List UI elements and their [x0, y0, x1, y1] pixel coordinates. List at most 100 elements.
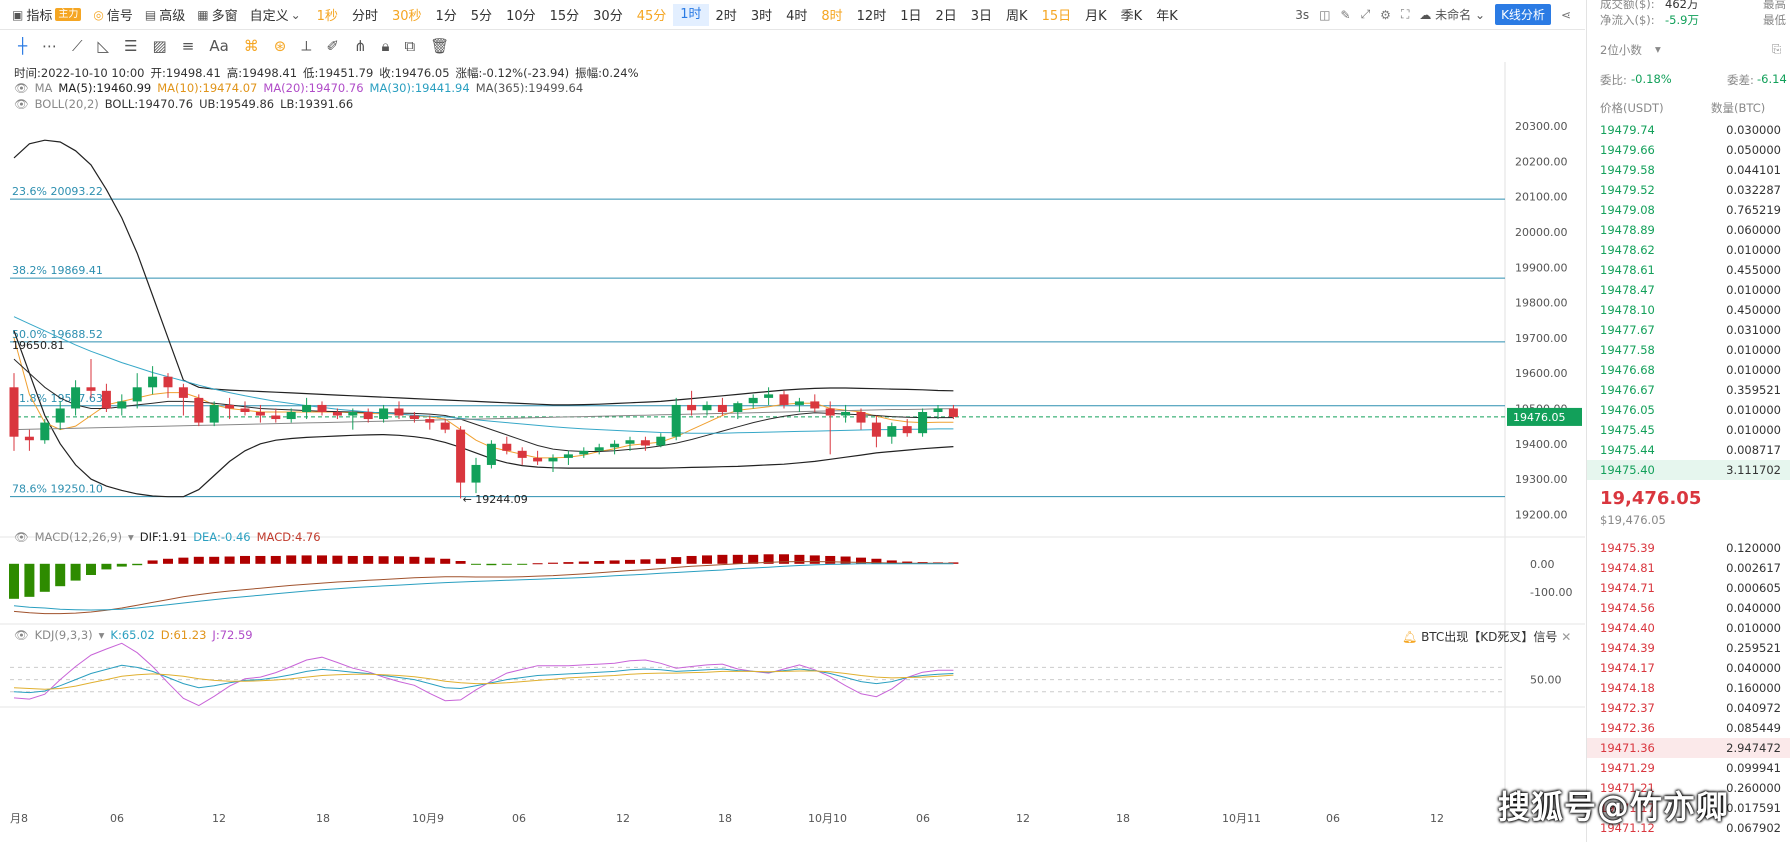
magnet-icon[interactable]: ⋔ [353, 37, 367, 55]
interval-tab[interactable]: 分时 [351, 9, 378, 24]
bid-row[interactable]: 19472.37 0.040972 [1587, 698, 1790, 718]
interval-tab[interactable]: 年K [1156, 9, 1178, 24]
interval-tab[interactable]: 15日 [1041, 9, 1072, 24]
interval-tab[interactable]: 30秒 [391, 9, 422, 24]
ask-row[interactable]: 19476.67 0.359521 [1587, 380, 1790, 400]
horizontal-lines-icon[interactable]: ☰ [124, 37, 138, 55]
layout-dropdown[interactable]: ☁ 未命名 ⌄ [1419, 8, 1486, 22]
bid-row[interactable]: 19472.36 0.085449 [1587, 718, 1790, 738]
kdj-eye-icon[interactable]: 👁︎ [14, 628, 29, 642]
kdj-signal-alert[interactable]: 🔔︎ BTC出现【KD死叉】信号 ✕ [1402, 630, 1572, 644]
pen-icon[interactable]: ✎ [1340, 7, 1351, 22]
expand-icon[interactable]: ⛶ [1400, 7, 1410, 21]
ask-row[interactable]: 19479.58 0.044101 [1587, 160, 1790, 180]
interval-tab[interactable]: 3日 [970, 9, 993, 24]
copy-icon[interactable]: ⧉ [404, 37, 416, 55]
camera-icon[interactable]: ◫ [1319, 7, 1331, 22]
text-icon[interactable]: Aa [209, 37, 229, 55]
bid-row[interactable]: 19471.17 0.017591 [1587, 798, 1790, 818]
bid-row[interactable]: 19471.21 0.260000 [1587, 778, 1790, 798]
indicator-button[interactable]: ▣ 指标 主力 [6, 4, 87, 26]
brush-icon[interactable]: ✐ [326, 37, 339, 55]
candle-body [363, 412, 373, 420]
bid-row[interactable]: 19474.18 0.160000 [1587, 678, 1790, 698]
bid-row[interactable]: 19471.36 2.947472 [1587, 738, 1790, 758]
ask-row[interactable]: 19475.45 0.010000 [1587, 420, 1790, 440]
share-icon[interactable]: ⋖ [1560, 7, 1571, 22]
chart-canvas[interactable]: 20300.00 20200.00 20100.00 20000.00 19900.00… [0, 62, 1585, 842]
ask-row[interactable]: 19475.44 0.008717 [1587, 440, 1790, 460]
ask-row[interactable]: 19479.74 0.030000 [1587, 120, 1790, 140]
interval-tab[interactable]: 季K [1120, 9, 1143, 24]
ask-row[interactable]: 19479.52 0.032287 [1587, 180, 1790, 200]
settings-icon[interactable]: ⚙ [1380, 7, 1391, 22]
multi-window-button[interactable]: ▦ 多窗 [197, 7, 238, 25]
interval-tab[interactable]: 12时 [856, 9, 887, 24]
ask-row[interactable]: 19478.61 0.455000 [1587, 260, 1790, 280]
trend-line-icon[interactable]: ⟋ [72, 37, 83, 55]
ask-row[interactable]: 19478.62 0.010000 [1587, 240, 1790, 260]
ma-eye-icon[interactable]: 👁︎ [14, 81, 29, 95]
ask-row[interactable]: 19479.66 0.050000 [1587, 140, 1790, 160]
precision-dropdown[interactable]: 2位小数 [1600, 43, 1642, 57]
ask-row[interactable]: 19477.67 0.031000 [1587, 320, 1790, 340]
bid-row[interactable]: 19474.71 0.000605 [1587, 578, 1790, 598]
ask-row[interactable]: 19477.58 0.010000 [1587, 340, 1790, 360]
lock-icon[interactable]: 🔒︎ [381, 37, 390, 55]
bid-row[interactable]: 19474.17 0.040000 [1587, 658, 1790, 678]
delete-icon[interactable]: 🗑︎ [430, 37, 450, 55]
custom-dropdown[interactable]: 自定义 ⌄ [249, 7, 301, 25]
close-icon[interactable]: ✕ [1561, 630, 1572, 644]
bid-row[interactable]: 19471.12 0.067902 [1587, 818, 1790, 838]
interval-tab[interactable]: 8时 [821, 9, 843, 24]
bid-row[interactable]: 19474.81 0.002617 [1587, 558, 1790, 578]
ask-row[interactable]: 19478.89 0.060000 [1587, 220, 1790, 240]
signal-button[interactable]: ◎ 信号 [93, 7, 133, 25]
interval-tab[interactable]: 5分 [470, 9, 493, 24]
triangle-icon[interactable]: ◺ [97, 37, 110, 55]
refresh-rate[interactable]: 3s [1295, 7, 1310, 22]
boll-eye-icon[interactable]: 👁︎ [14, 97, 29, 111]
stat-label: 成交额($): [1600, 0, 1655, 11]
bid-row[interactable]: 19471.29 0.099941 [1587, 758, 1790, 778]
interval-tab[interactable]: 1分 [435, 9, 457, 24]
fib-icon[interactable]: ⊛ [273, 37, 287, 55]
chart-area[interactable]: 20300.00 20200.00 20100.00 20000.00 19900.00… [0, 62, 1585, 842]
image-icon[interactable]: ▨ [152, 37, 167, 55]
crosshair-icon[interactable]: ┼ [18, 37, 28, 55]
fullscreen-icon[interactable]: ⤢ [1360, 7, 1371, 21]
ask-row[interactable]: 19479.08 0.765219 [1587, 200, 1790, 220]
ask-row[interactable]: 19476.68 0.010000 [1587, 360, 1790, 380]
interval-tab[interactable]: 1秒 [316, 9, 338, 24]
price-axis-label: 20300.00 [1515, 120, 1568, 133]
advanced-button[interactable]: ▤ 高级 [144, 7, 186, 25]
channel-icon[interactable]: ≡ [181, 37, 195, 55]
interval-tab[interactable]: 45分 [636, 9, 667, 24]
ask-row[interactable]: 19478.47 0.010000 [1587, 280, 1790, 300]
ask-row[interactable]: 19476.05 0.010000 [1587, 400, 1790, 420]
interval-tab[interactable]: 1日 [900, 9, 922, 24]
bid-row[interactable]: 19474.39 0.259521 [1587, 638, 1790, 658]
ask-row[interactable]: 19475.40 3.111702 [1587, 460, 1790, 480]
dotted-line-icon[interactable]: ⋯ [42, 37, 58, 55]
ma-line-ma365 [13, 408, 954, 431]
bid-row[interactable]: 19474.40 0.010000 [1587, 618, 1790, 638]
interval-tab[interactable]: 10分 [506, 9, 536, 24]
interval-tab[interactable]: 月K [1085, 9, 1107, 24]
interval-tab[interactable]: 4时 [786, 9, 808, 24]
kline-analysis-button[interactable]: K线分析 [1495, 4, 1551, 25]
bid-row[interactable]: 19475.39 0.120000 [1587, 538, 1790, 558]
interval-tab[interactable]: 3时 [750, 9, 773, 24]
interval-tab[interactable]: 2日 [935, 9, 957, 24]
interval-tab[interactable]: 15分 [549, 9, 580, 24]
ruler-icon[interactable]: ⟂ [301, 37, 312, 55]
interval-tab[interactable]: 1时 [673, 3, 709, 26]
macd-eye-icon[interactable]: 👁︎ [14, 530, 29, 544]
interval-tab[interactable]: 2时 [715, 9, 737, 24]
bid-row[interactable]: 19474.56 0.040000 [1587, 598, 1790, 618]
interval-tab[interactable]: 30分 [593, 9, 623, 24]
ask-row[interactable]: 19478.10 0.450000 [1587, 300, 1790, 320]
pattern-icon[interactable]: ⌘ [243, 37, 259, 55]
time-axis-label: 12 [616, 812, 630, 825]
interval-tab[interactable]: 周K [1006, 9, 1028, 24]
